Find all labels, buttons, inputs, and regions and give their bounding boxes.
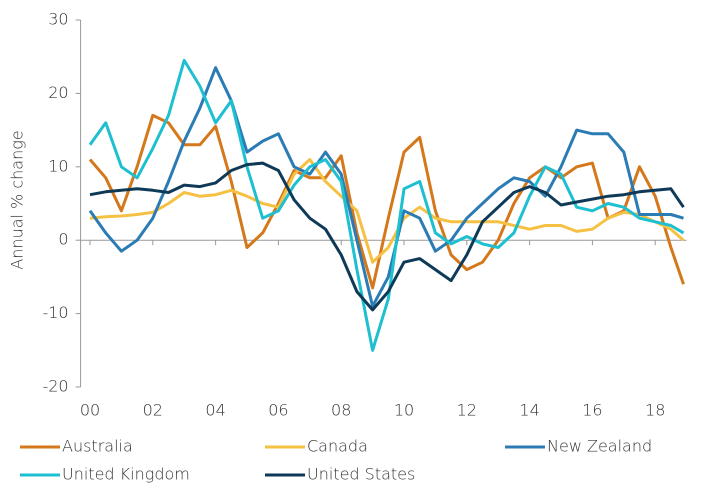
series-line (89, 158, 685, 264)
legend-label: Canada (307, 437, 368, 456)
y-tick-label: 0 (58, 230, 68, 249)
x-tick-label: 18 (645, 401, 665, 420)
series-line (88, 113, 685, 290)
legend-label: Australia (62, 437, 133, 456)
y-axis-label: Annual % change (8, 130, 27, 269)
legend-label: United Kingdom (62, 465, 190, 484)
y-tick-label: 10 (48, 156, 68, 175)
x-tick-label: 04 (205, 401, 225, 420)
y-tick-label: -20 (42, 377, 68, 396)
series-line (88, 66, 684, 308)
x-tick-label: 02 (143, 401, 163, 420)
x-tick-label: 16 (582, 401, 602, 420)
series-line (89, 161, 685, 312)
x-tick-label: 12 (457, 401, 477, 420)
x-tick-label: 00 (80, 401, 100, 420)
x-tick-label: 08 (331, 401, 351, 420)
x-tick-label: 06 (268, 401, 288, 420)
y-tick-label: 30 (48, 10, 68, 29)
y-tick-label: -10 (42, 303, 68, 322)
x-tick-label: 10 (394, 401, 414, 420)
y-tick-label: 20 (48, 83, 68, 102)
legend-label: United States (307, 465, 415, 484)
legend-label: New Zealand (547, 437, 652, 456)
series-line (88, 58, 685, 352)
x-tick-label: 14 (519, 401, 539, 420)
